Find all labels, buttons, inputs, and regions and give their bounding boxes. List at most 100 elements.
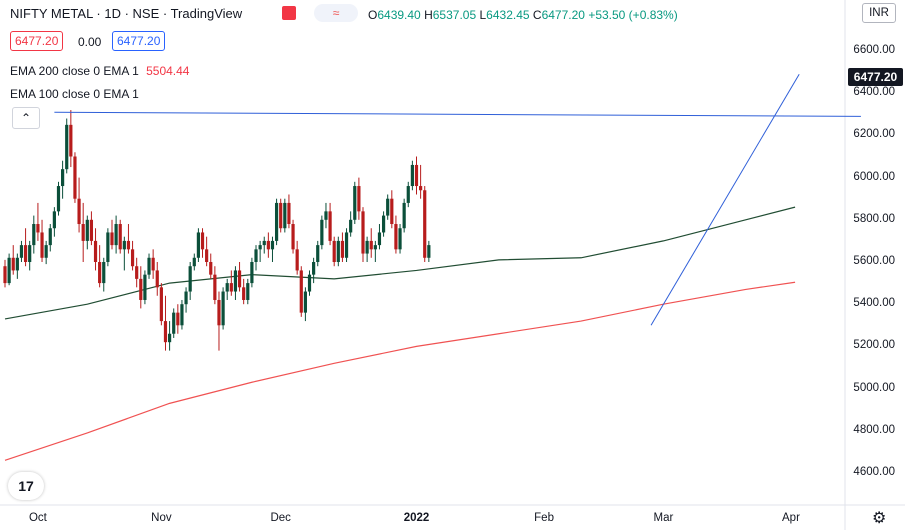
- collapse-legend-button[interactable]: ⌃: [12, 107, 40, 129]
- price-tick-label: 5200.00: [853, 339, 895, 352]
- candle-body: [303, 291, 307, 313]
- buy-price-box[interactable]: 6477.20: [112, 31, 166, 51]
- close-value: 6477.20: [541, 8, 585, 22]
- candle-body: [180, 304, 184, 326]
- candle-body: [200, 232, 205, 250]
- candle-body: [65, 124, 69, 170]
- candle-body: [295, 249, 299, 271]
- open-label: O: [368, 8, 378, 22]
- candle-body: [163, 321, 168, 343]
- gear-icon[interactable]: ⚙: [872, 510, 887, 527]
- candle-body: [423, 190, 427, 258]
- candle-body: [77, 198, 81, 225]
- candle-body: [246, 283, 250, 300]
- change-value: +53.50 (+0.83%): [588, 8, 678, 22]
- trend-line: [650, 73, 800, 326]
- candle-body: [7, 257, 11, 284]
- low-label: L: [479, 8, 487, 22]
- candle-body: [56, 186, 61, 212]
- candle-body: [89, 219, 94, 241]
- price-tick-label: 5800.00: [853, 212, 895, 225]
- candle-body: [102, 262, 106, 284]
- candle-body: [19, 245, 24, 258]
- candle-body: [52, 211, 56, 229]
- candle-body: [126, 240, 131, 250]
- candle-body: [320, 219, 324, 246]
- ohlc-readout: O6439.40 H6537.05 L6432.45 C6477.20 +53.…: [368, 8, 678, 22]
- candle-body: [209, 262, 213, 275]
- candle-body: [381, 215, 386, 233]
- candle-body: [110, 232, 114, 246]
- candle-body: [258, 245, 262, 250]
- candle-body: [159, 287, 163, 322]
- candle-body: [151, 257, 155, 271]
- high-label: H: [424, 8, 433, 22]
- tradingview-logo[interactable]: 17: [8, 472, 44, 500]
- candle-body: [114, 224, 118, 246]
- sell-price-box[interactable]: 6477.20: [10, 31, 64, 51]
- candle-body: [11, 257, 15, 271]
- candle-body: [93, 240, 98, 262]
- candle-body: [373, 245, 377, 250]
- time-tick-label: 2022: [403, 512, 430, 524]
- candle-body: [205, 249, 209, 262]
- compare-pill-icon[interactable]: ≈: [314, 4, 358, 22]
- candle-body: [168, 333, 172, 343]
- chart-title: NIFTY METAL · 1D · NSE · TradingView: [10, 6, 243, 21]
- candle-body: [340, 240, 345, 258]
- candle-body: [394, 224, 398, 250]
- candle-body: [357, 186, 361, 212]
- candle-body: [386, 198, 390, 216]
- candle-body: [118, 224, 122, 250]
- candle-body: [139, 278, 143, 300]
- candle-body: [217, 299, 221, 326]
- candle-body: [213, 274, 217, 300]
- time-tick-label: Apr: [782, 512, 800, 524]
- candle-body: [402, 202, 406, 229]
- candle-body: [361, 211, 365, 254]
- candle-body: [176, 312, 180, 326]
- candle-body: [353, 186, 357, 220]
- price-tick-label: 6200.00: [853, 128, 895, 141]
- candle-body: [44, 245, 48, 258]
- candle-body: [406, 186, 410, 203]
- time-tick-label: Nov: [151, 512, 172, 524]
- candle-body: [369, 240, 373, 250]
- ema200-label: EMA 200 close 0 EMA 1: [10, 64, 139, 78]
- candle-body: [312, 262, 316, 275]
- low-value: 6432.45: [486, 8, 530, 22]
- last-price-label: 6477.20: [848, 67, 903, 86]
- spread-value: 0.00: [78, 35, 102, 49]
- time-tick-label: Mar: [653, 512, 674, 524]
- price-tick-label: 5000.00: [853, 381, 895, 394]
- ema100-legend[interactable]: EMA 100 close 0 EMA 1: [10, 87, 139, 101]
- candle-body: [98, 262, 102, 284]
- candle-body: [184, 291, 188, 305]
- candle-body: [414, 164, 419, 187]
- time-tick-label: Dec: [270, 512, 291, 524]
- ema200-legend[interactable]: EMA 200 close 0 EMA 1 5504.44: [10, 64, 189, 78]
- candle-body: [122, 240, 126, 250]
- price-tick-label: 5600.00: [853, 255, 895, 267]
- currency-selector[interactable]: INR: [862, 3, 896, 23]
- candle-body: [196, 232, 201, 258]
- candle-body: [291, 224, 295, 250]
- ema200-line: [4, 281, 796, 461]
- close-label: C: [532, 8, 542, 22]
- candle-body: [40, 232, 44, 258]
- alert-icon[interactable]: [282, 6, 296, 20]
- candle-body: [250, 262, 254, 284]
- price-tick-label: 4600.00: [853, 466, 895, 478]
- candle-body: [365, 240, 369, 254]
- candle-body: [61, 169, 65, 187]
- candle-body: [73, 156, 77, 199]
- candle-body: [427, 245, 431, 258]
- candle-body: [242, 287, 246, 300]
- price-tick-label: 6000.00: [853, 170, 895, 183]
- candle-body: [85, 219, 89, 241]
- candle-body: [225, 283, 229, 292]
- price-tick-label: 5400.00: [853, 297, 895, 310]
- candle-body: [36, 224, 40, 233]
- candle-body: [316, 245, 320, 262]
